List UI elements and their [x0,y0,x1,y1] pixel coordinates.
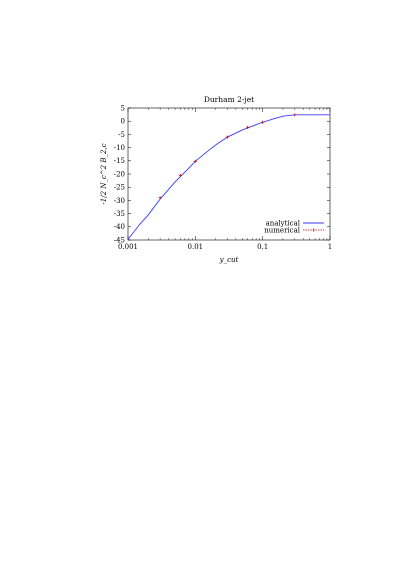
x-axis-label-text: y_cut [219,256,239,264]
y-tick-label: -25 [114,184,125,192]
y-tick-label: -35 [114,210,125,218]
legend-label-analytical: analytical [266,219,301,227]
y-tick-label: -45 [114,236,125,244]
y-tick-label: -10 [114,144,125,152]
y-tick-label: -15 [114,157,125,165]
y-tick-label: 0 [121,118,125,126]
series-line-analytical [127,114,330,240]
y-axis: 5 0 -5 -10 -15 -20 -25 -30 -35 -40 -45 [114,104,330,244]
x-tick-label: 0.001 [118,243,138,251]
y-axis-label: -1/2 N_c^2 B_2,c [100,143,108,204]
y-tick-label: -5 [118,131,125,139]
chart-title: Durham 2-jet [204,95,254,104]
x-tick-label: 0.1 [257,243,268,251]
x-axis: 0.001 0.01 0.1 1 [118,108,332,251]
y-tick-label: 5 [121,104,125,112]
legend-label-numerical: numerical [264,226,300,234]
y-tick-label: -30 [114,197,125,205]
y-axis-label-text: -1/2 N_c^2 B_2,c [100,143,108,204]
series-layer [127,113,330,240]
x-tick-label: 0.01 [188,243,204,251]
x-axis-label: y_cut [219,256,239,264]
y-tick-label: -40 [114,223,125,231]
y-tick-label: -20 [114,170,125,178]
x-tick-label: 1 [328,243,332,251]
